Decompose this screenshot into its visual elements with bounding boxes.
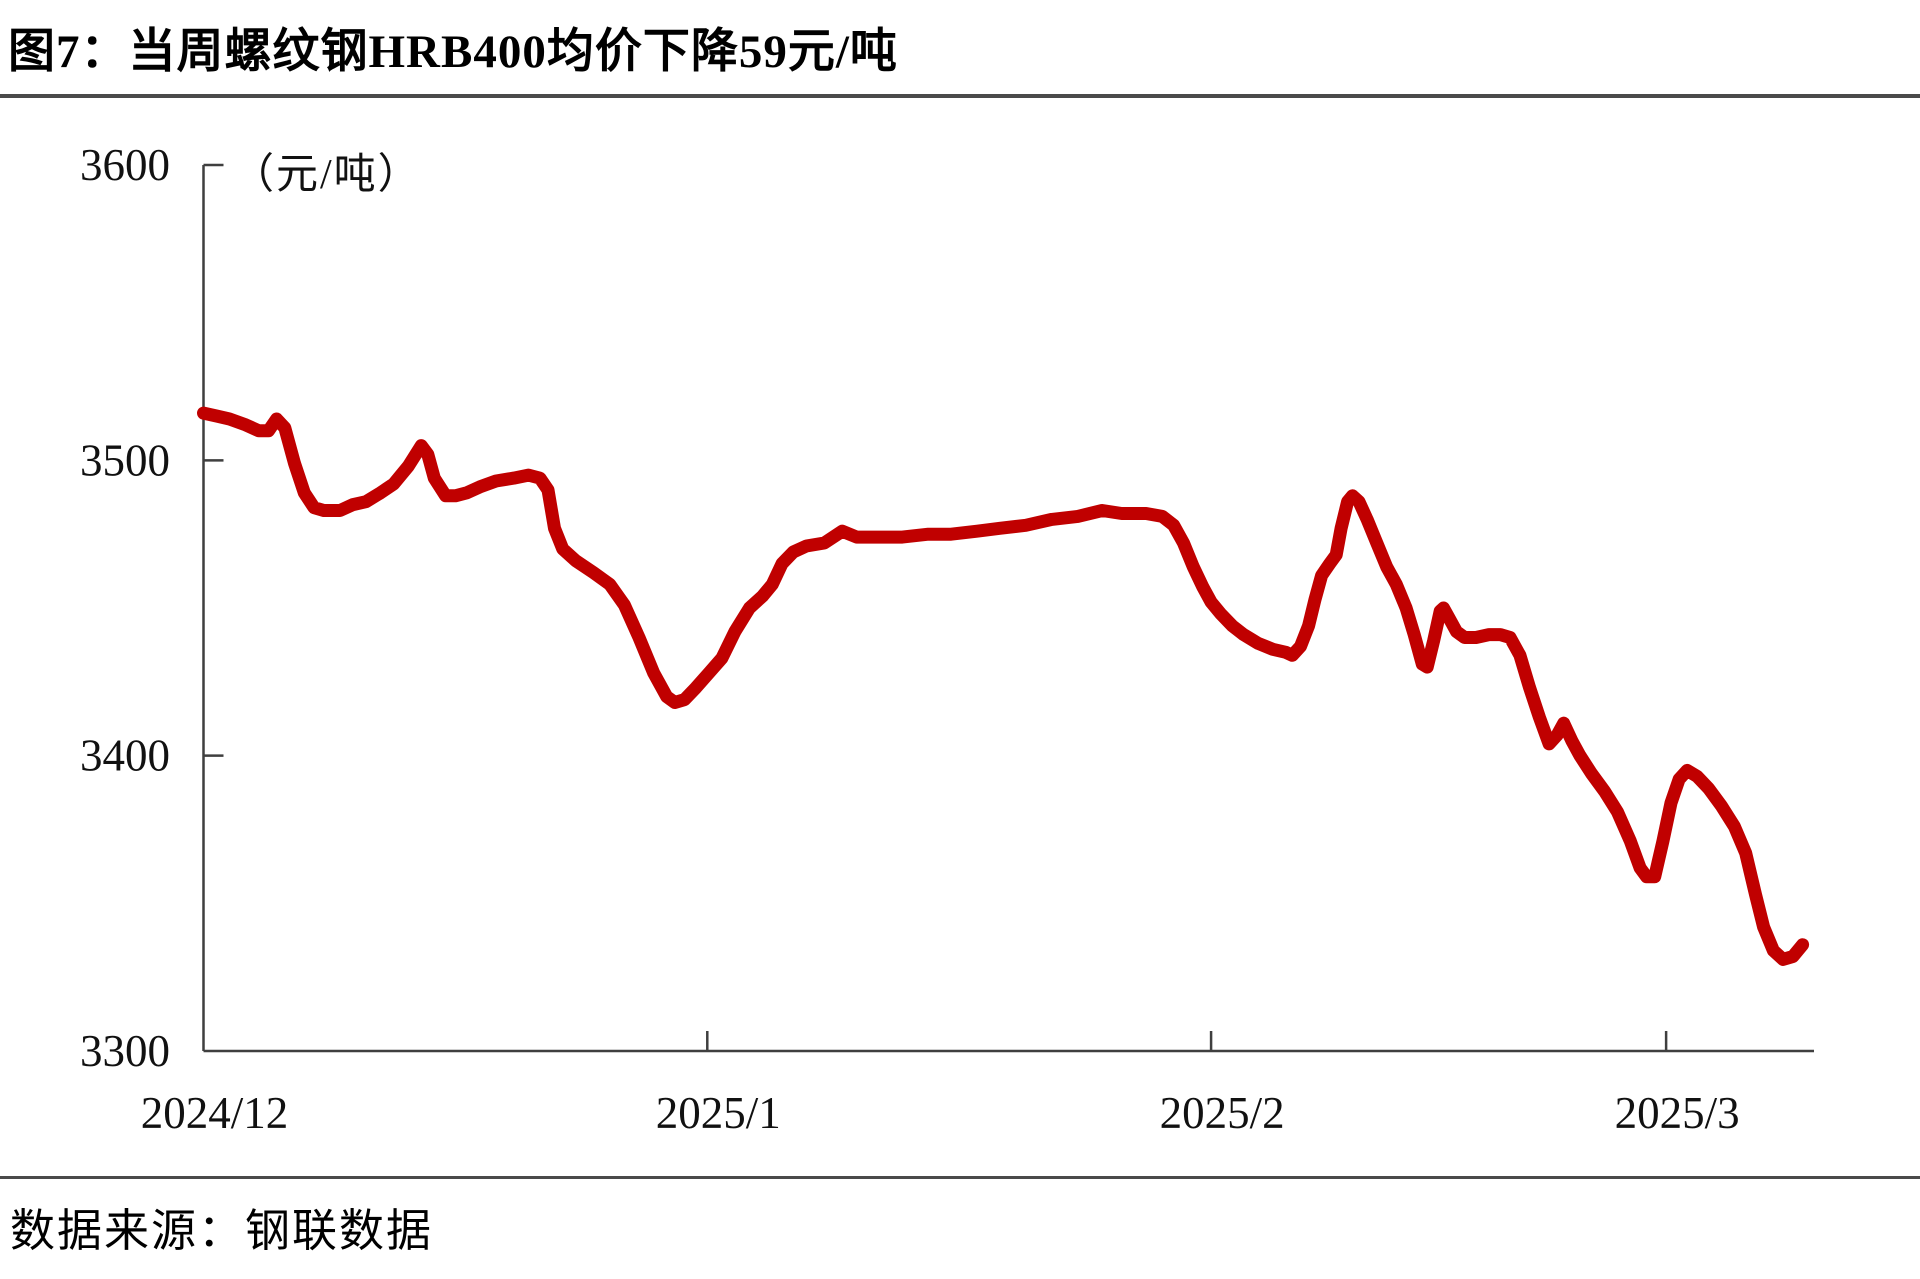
source-divider — [0, 1176, 1920, 1179]
title-divider — [0, 94, 1920, 98]
y-tick-label: 3300 — [80, 1026, 170, 1076]
data-source-label: 数据来源：钢联数据 — [10, 1206, 434, 1256]
x-tick-label: 2025/2 — [1160, 1088, 1285, 1138]
x-tick-label: 2025/1 — [656, 1088, 781, 1138]
y-tick-label: 3600 — [80, 140, 170, 190]
price-line-chart: 3300 3400 3500 3600 2024/12 2025/1 2025/2 2025/… — [80, 140, 1814, 1138]
x-tick-label: 2024/12 — [141, 1088, 289, 1138]
x-tick-label: 2025/3 — [1615, 1088, 1740, 1138]
y-axis-unit-label: （元/吨） — [232, 152, 422, 198]
y-tick-label: 3500 — [80, 435, 170, 485]
y-tick-label: 3400 — [80, 731, 170, 781]
chart-title: 图7：当周螺纹钢HRB400均价下降59元/吨 — [8, 26, 898, 78]
price-series-line — [197, 406, 1810, 966]
